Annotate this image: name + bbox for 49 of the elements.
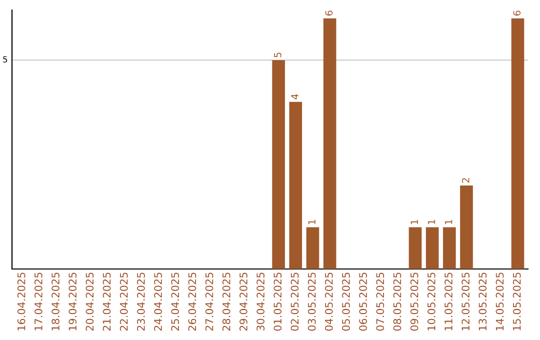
x-tick-label: 16.04.2025 — [17, 272, 26, 330]
data-label: 1 — [445, 220, 452, 224]
data-label: 6 — [513, 10, 521, 16]
x-tick-label: 20.04.2025 — [86, 272, 94, 331]
bar — [272, 60, 285, 269]
ref-line-label: 5 — [3, 56, 8, 63]
x-tick-label: 18.04.2025 — [52, 272, 60, 330]
bar — [408, 227, 422, 269]
x-tick-label: 05.05.2025 — [342, 272, 350, 331]
x-tick-label: 28.04.2025 — [222, 272, 230, 331]
bar — [460, 185, 473, 269]
bar — [306, 227, 320, 269]
x-tick-label: 14.05.2025 — [496, 272, 504, 330]
x-tick-label: 04.05.2025 — [324, 272, 333, 331]
x-tick-label: 06.05.2025 — [359, 272, 367, 331]
x-tick-label: 13.05.2025 — [478, 272, 487, 330]
x-tick-label: 22.04.2025 — [120, 272, 128, 331]
x-tick-label: 23.04.2025 — [137, 272, 145, 331]
x-tick-label: 24.04.2025 — [154, 272, 162, 331]
x-tick-label: 12.05.2025 — [462, 272, 470, 330]
data-label: 1 — [428, 220, 435, 224]
x-tick-label: 09.05.2025 — [410, 272, 418, 331]
x-tick-label: 07.05.2025 — [376, 272, 384, 331]
x-tick-label: 03.05.2025 — [308, 272, 316, 331]
x-tick-label: 02.05.2025 — [290, 272, 299, 331]
x-tick-label: 19.04.2025 — [68, 272, 77, 330]
data-label: 1 — [410, 220, 418, 224]
bar — [442, 227, 456, 269]
bar — [289, 102, 302, 269]
x-tick-label: 01.05.2025 — [274, 272, 282, 331]
data-label: 4 — [291, 94, 298, 100]
x-tick-label: 10.05.2025 — [427, 272, 436, 330]
x-tick-label: 25.04.2025 — [171, 272, 180, 331]
x-tick-label: 15.05.2025 — [512, 272, 521, 330]
data-label: 2 — [462, 178, 470, 183]
bar — [426, 227, 439, 269]
x-tick-label: 30.04.2025 — [256, 272, 264, 331]
data-label: 5 — [274, 52, 282, 58]
data-label: 6 — [325, 10, 333, 16]
x-tick-label: 26.04.2025 — [188, 272, 196, 331]
x-tick-label: 17.04.2025 — [34, 272, 42, 330]
x-tick-label: 29.04.2025 — [240, 272, 248, 331]
data-label: 1 — [308, 220, 316, 224]
bar — [511, 18, 524, 269]
x-tick-label: 11.05.2025 — [444, 272, 452, 330]
x-tick-label: 21.04.2025 — [102, 272, 111, 331]
x-tick-label: 27.04.2025 — [205, 272, 214, 331]
x-tick-label: 08.05.2025 — [393, 272, 402, 331]
bar — [323, 18, 336, 269]
